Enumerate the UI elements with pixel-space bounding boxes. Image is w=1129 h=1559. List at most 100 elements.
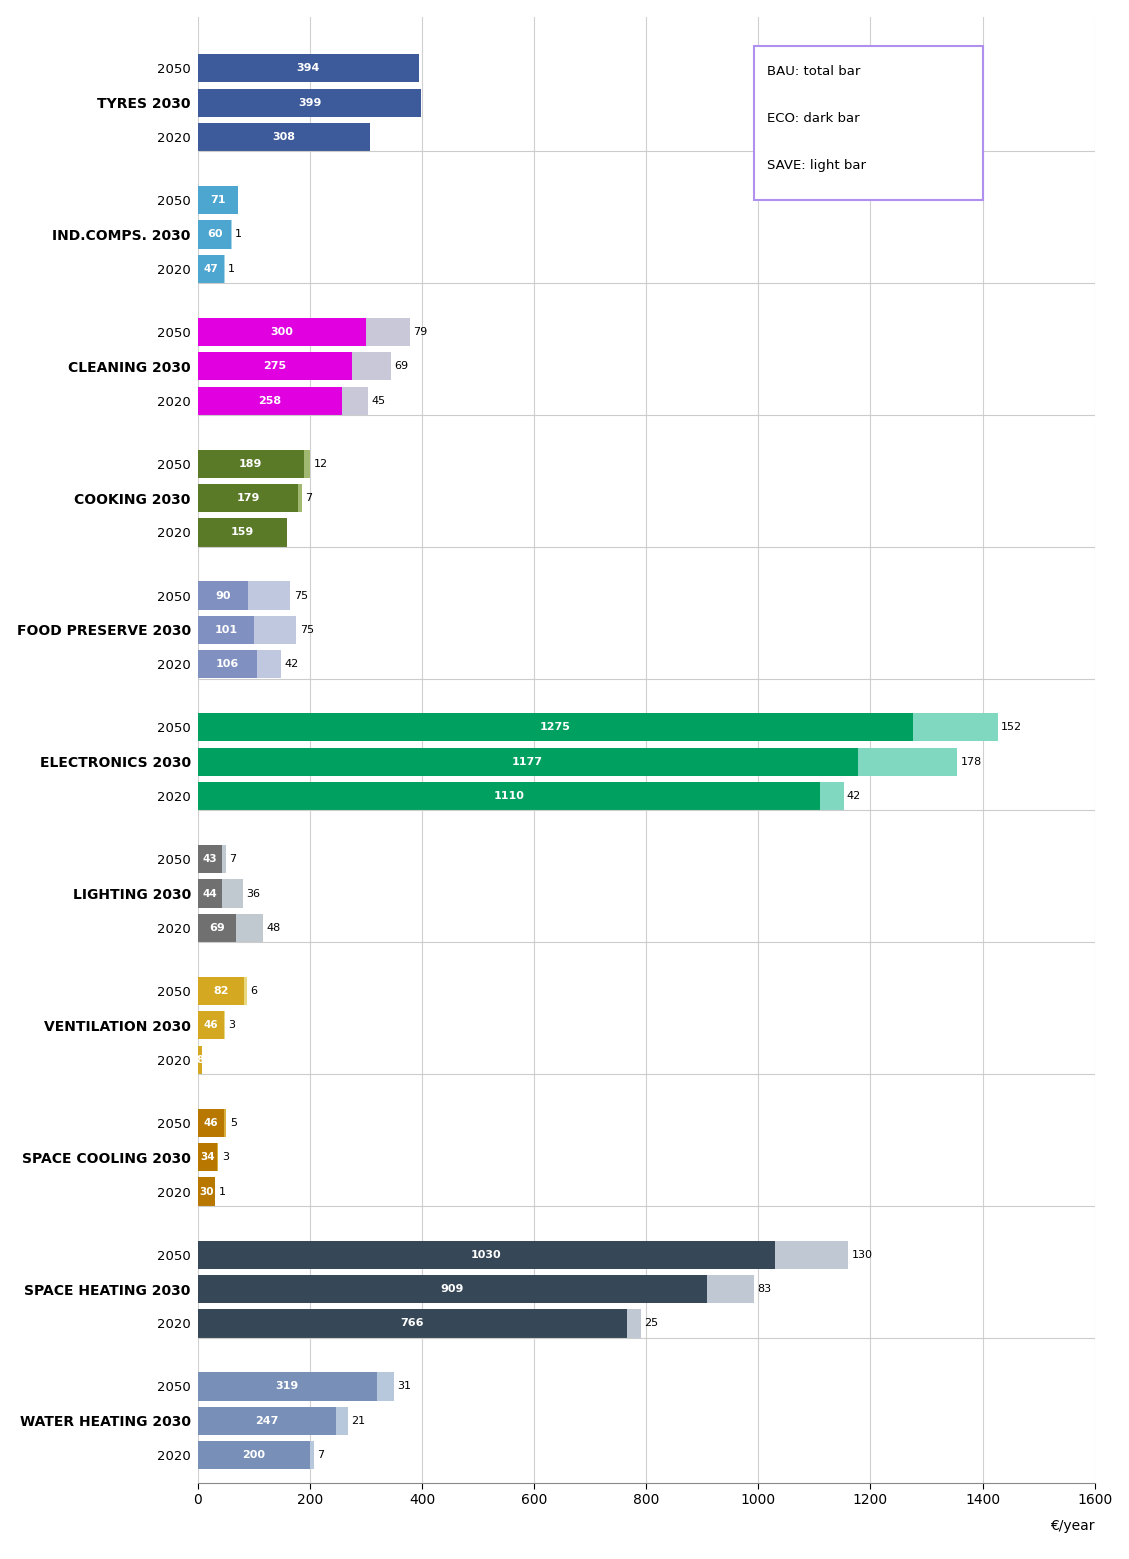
Text: 3: 3 <box>228 1021 236 1030</box>
Bar <box>198 914 236 942</box>
Bar <box>198 748 858 776</box>
Text: 1275: 1275 <box>540 722 570 733</box>
Text: 12: 12 <box>314 458 327 469</box>
Text: 7: 7 <box>317 1450 324 1461</box>
Bar <box>257 650 281 678</box>
Bar <box>298 483 303 513</box>
Bar <box>377 1372 394 1400</box>
Text: 71: 71 <box>210 195 226 206</box>
Text: 308: 308 <box>272 133 296 142</box>
Bar <box>198 352 352 380</box>
Bar <box>198 1241 776 1269</box>
Text: 47: 47 <box>203 263 218 274</box>
Text: ECO: dark bar: ECO: dark bar <box>768 112 860 125</box>
Text: 69: 69 <box>394 362 408 371</box>
Bar <box>198 783 820 811</box>
Bar <box>198 879 222 907</box>
Text: 75: 75 <box>300 625 314 635</box>
Bar <box>198 1177 215 1205</box>
Bar <box>224 1108 226 1137</box>
Text: 36: 36 <box>246 889 260 898</box>
Bar <box>248 582 290 610</box>
Bar <box>198 714 912 742</box>
Bar <box>221 845 226 873</box>
Text: 46: 46 <box>203 1021 218 1030</box>
Bar <box>198 123 370 151</box>
Text: 42: 42 <box>847 790 861 801</box>
Text: 179: 179 <box>236 493 260 504</box>
Text: 159: 159 <box>230 527 254 538</box>
Text: 178: 178 <box>961 756 982 767</box>
Bar <box>342 387 368 415</box>
Text: 44: 44 <box>203 889 218 898</box>
Bar <box>198 449 304 477</box>
Bar <box>236 914 263 942</box>
Bar <box>858 748 957 776</box>
Bar <box>198 387 342 415</box>
Bar <box>198 1406 336 1434</box>
Text: SAVE: light bar: SAVE: light bar <box>768 159 866 171</box>
Bar <box>198 1046 202 1074</box>
Bar <box>198 1143 217 1171</box>
Bar <box>198 616 254 644</box>
Bar <box>352 352 391 380</box>
Text: €/year: €/year <box>1050 1520 1095 1534</box>
Bar <box>198 650 257 678</box>
Text: 7: 7 <box>305 493 313 504</box>
Text: 75: 75 <box>294 591 308 600</box>
Text: 275: 275 <box>263 362 287 371</box>
Text: 152: 152 <box>1001 722 1022 733</box>
Text: 300: 300 <box>270 327 294 337</box>
Bar <box>198 1012 224 1040</box>
Bar <box>198 254 224 282</box>
Text: 7: 7 <box>229 854 236 864</box>
Bar <box>198 89 421 117</box>
Bar <box>198 55 419 83</box>
Text: 46: 46 <box>203 1118 218 1127</box>
Text: 8: 8 <box>196 1055 203 1065</box>
Bar <box>198 1310 628 1338</box>
Bar <box>198 519 287 547</box>
Text: 82: 82 <box>213 985 228 996</box>
Text: 30: 30 <box>199 1186 213 1197</box>
Bar <box>224 1012 225 1040</box>
Text: 1110: 1110 <box>493 790 524 801</box>
Text: 130: 130 <box>851 1250 873 1260</box>
Text: 5: 5 <box>229 1118 237 1127</box>
Bar <box>336 1406 348 1434</box>
Bar <box>309 1441 314 1469</box>
Text: 101: 101 <box>215 625 237 635</box>
Bar <box>198 977 244 1006</box>
Bar <box>304 449 310 477</box>
Text: 319: 319 <box>275 1381 299 1392</box>
Text: BAU: total bar: BAU: total bar <box>768 65 860 78</box>
Bar <box>820 783 843 811</box>
Bar <box>198 845 221 873</box>
Bar <box>198 318 366 346</box>
Text: 3: 3 <box>221 1152 229 1161</box>
Text: 1: 1 <box>235 229 243 240</box>
Text: 21: 21 <box>351 1416 366 1426</box>
Text: 6: 6 <box>251 985 257 996</box>
Text: 394: 394 <box>297 64 320 73</box>
Bar <box>776 1241 848 1269</box>
Text: 31: 31 <box>397 1381 411 1392</box>
Text: 1: 1 <box>228 263 235 274</box>
Text: 48: 48 <box>266 923 281 932</box>
Text: 83: 83 <box>758 1285 771 1294</box>
Bar <box>254 616 297 644</box>
Bar <box>198 1108 224 1137</box>
Text: 79: 79 <box>413 327 428 337</box>
Text: 766: 766 <box>401 1319 425 1328</box>
Text: 258: 258 <box>259 396 281 405</box>
Text: 43: 43 <box>202 854 217 864</box>
Bar <box>198 483 298 513</box>
Text: 42: 42 <box>285 659 298 669</box>
Bar <box>217 1143 219 1171</box>
Text: 1030: 1030 <box>471 1250 501 1260</box>
Text: 189: 189 <box>239 458 262 469</box>
Text: 69: 69 <box>209 923 225 932</box>
Bar <box>222 879 243 907</box>
Bar <box>366 318 410 346</box>
Bar <box>198 1441 309 1469</box>
